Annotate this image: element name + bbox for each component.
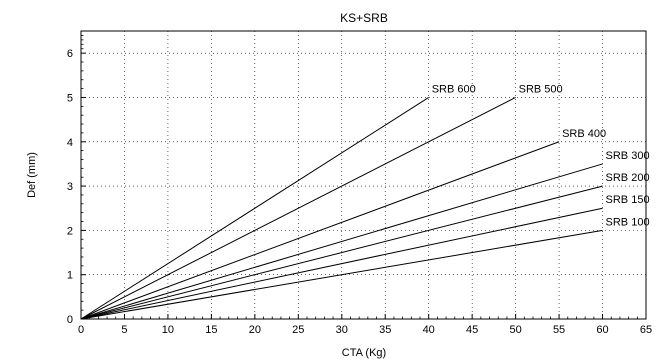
x-tick-label: 55 <box>553 324 565 336</box>
x-tick-label: 15 <box>205 324 217 336</box>
x-tick-label: 5 <box>121 324 127 336</box>
series-label: SRB 100 <box>606 216 650 228</box>
series-label: SRB 200 <box>606 172 650 184</box>
plot-frame <box>80 30 647 320</box>
x-axis-label: CTA (Kg) <box>342 347 386 359</box>
y-tick-label: 5 <box>67 92 73 104</box>
series-line <box>80 207 603 320</box>
x-tick-label: 45 <box>466 324 478 336</box>
y-tick-label: 6 <box>67 48 73 60</box>
y-tick-label: 1 <box>67 270 73 282</box>
series-label: SRB 500 <box>519 83 563 95</box>
x-tick-label: 20 <box>249 324 261 336</box>
x-tick-label: 40 <box>423 324 435 336</box>
series-line <box>80 97 516 320</box>
series-label: SRB 300 <box>606 150 650 162</box>
series-label: SRB 150 <box>606 194 650 206</box>
y-tick-label: 0 <box>67 314 73 326</box>
x-tick-label: 0 <box>78 324 84 336</box>
y-tick-label: 3 <box>67 181 73 193</box>
x-tick-label: 30 <box>336 324 348 336</box>
series-line <box>80 141 560 320</box>
y-tick-label: 2 <box>67 225 73 237</box>
series-line <box>80 185 603 320</box>
y-tick-label: 4 <box>67 137 73 149</box>
series-label: SRB 400 <box>562 128 606 140</box>
series-line <box>80 163 603 320</box>
series-line <box>80 229 603 320</box>
x-tick-label: 50 <box>509 324 521 336</box>
grid-lines <box>81 31 646 319</box>
x-tick-label: 10 <box>162 324 174 336</box>
x-tick-label: 35 <box>379 324 391 336</box>
x-tick-label: 60 <box>596 324 608 336</box>
chart-title: KS+SRB <box>340 11 388 25</box>
x-tick-label: 25 <box>292 324 304 336</box>
y-axis-label: Def (mm) <box>26 152 38 198</box>
series-line <box>80 97 429 320</box>
x-tick-label: 65 <box>640 324 652 336</box>
series-label: SRB 600 <box>432 83 476 95</box>
